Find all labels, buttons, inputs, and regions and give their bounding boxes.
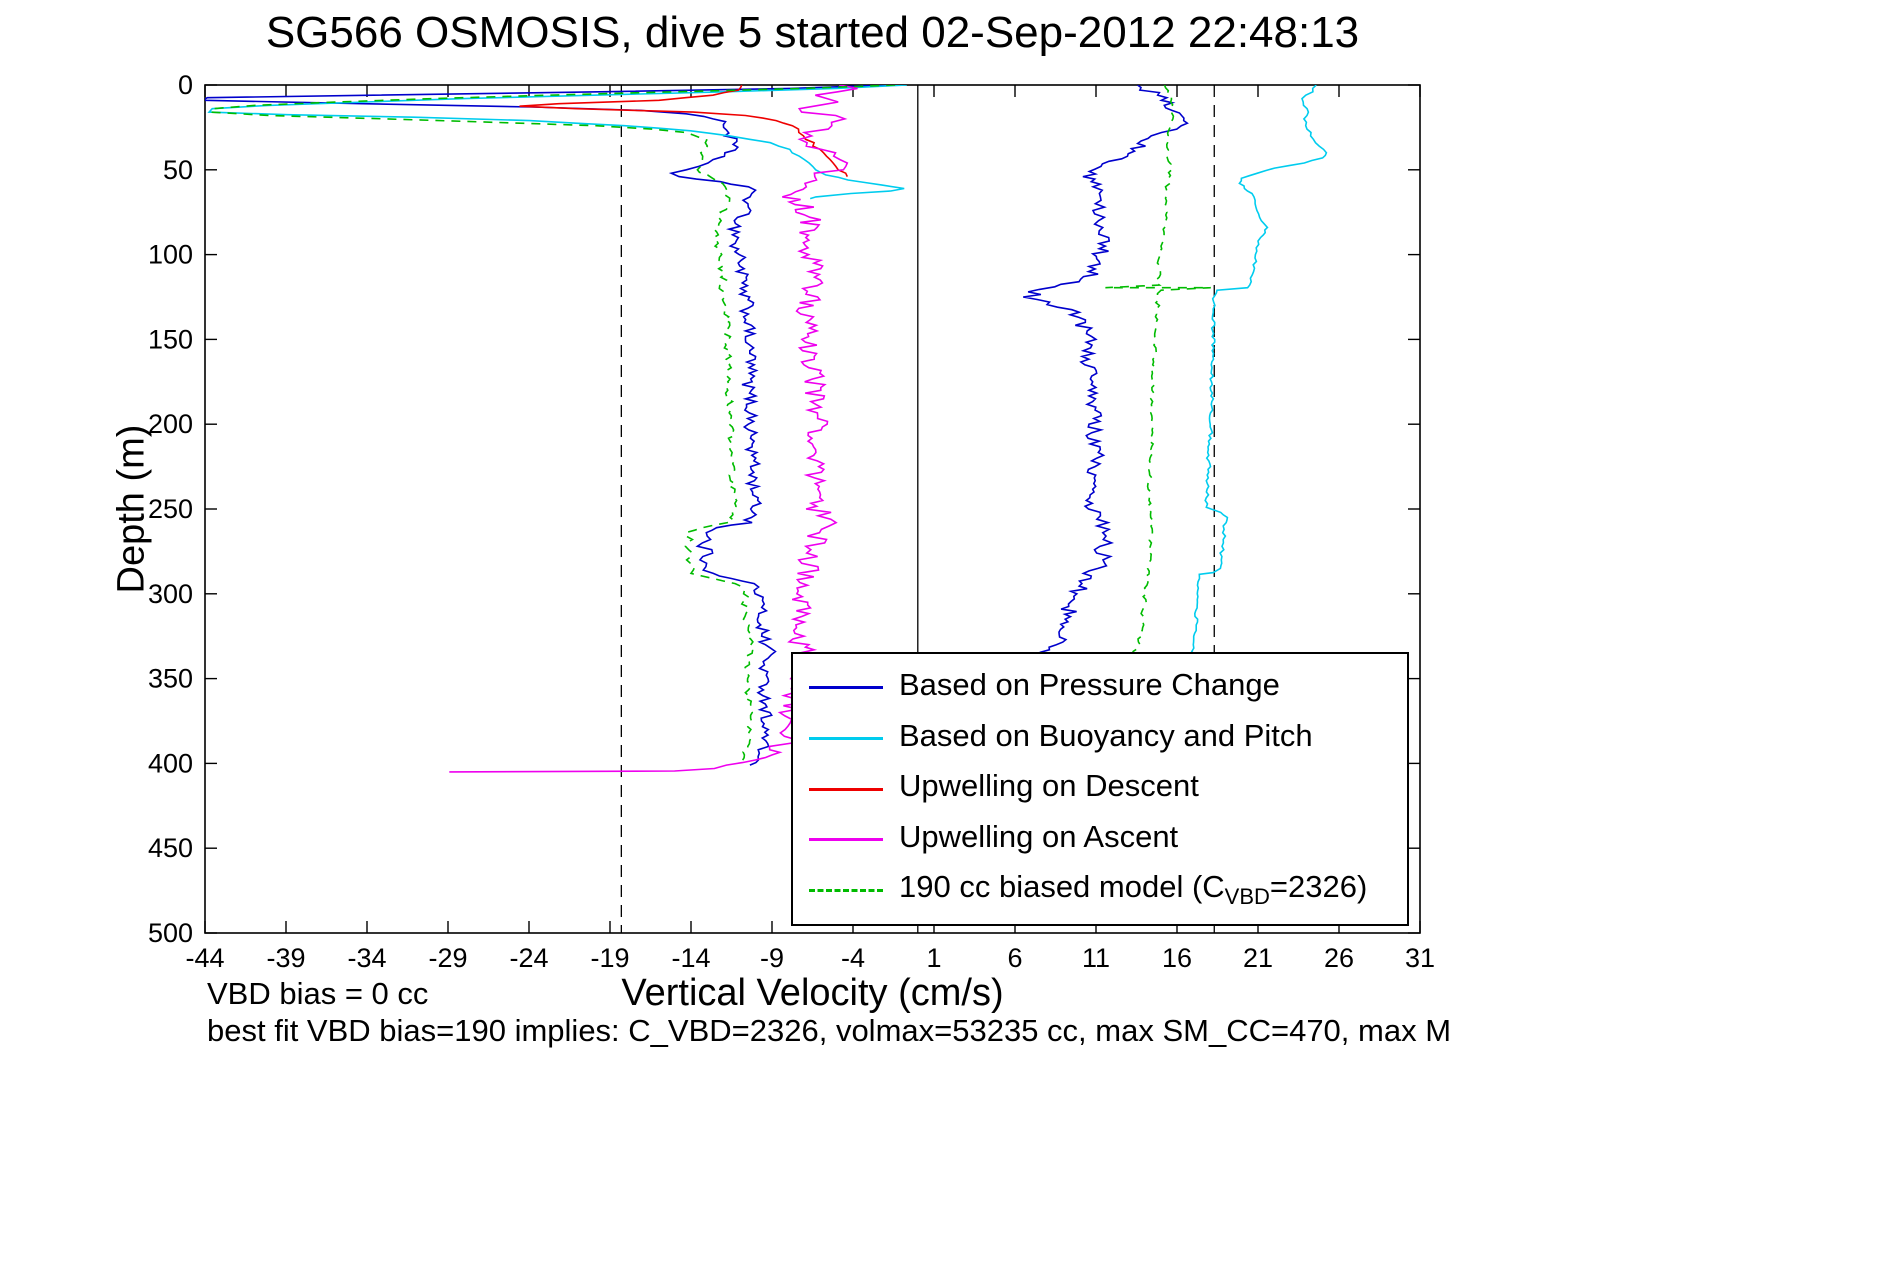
legend: Based on Pressure Change Based on Buoyan… (791, 652, 1409, 926)
y-tick-label: 0 (178, 70, 193, 100)
series-line-upwelling-on-ascent (449, 85, 858, 773)
x-tick-label: 26 (1324, 943, 1354, 973)
series-line-based-on-buoyancy-and-pitch-ascent- (1190, 85, 1328, 658)
y-tick-label: 200 (148, 409, 193, 439)
legend-line-swatch-biased-model (809, 888, 883, 892)
legend-item-upwelling-ascent: Upwelling on Ascent (809, 819, 1399, 860)
y-tick-label: 100 (148, 240, 193, 270)
y-tick-label: 350 (148, 664, 193, 694)
y-tick-label: 50 (163, 155, 193, 185)
legend-item-upwelling-descent: Upwelling on Descent (809, 768, 1399, 809)
legend-line-swatch-upwelling-descent (809, 787, 883, 791)
x-tick-label: 16 (1162, 943, 1192, 973)
best-fit-note: best fit VBD bias=190 implies: C_VBD=232… (207, 1013, 1452, 1048)
x-tick-label: -19 (590, 943, 629, 973)
series-line-190-cc-biased-model-descent- (209, 85, 896, 764)
x-tick-label: -29 (428, 943, 467, 973)
series-line-190-cc-biased-model-ascent- (1105, 85, 1211, 658)
legend-item-pressure: Based on Pressure Change (809, 667, 1399, 708)
y-tick-label: 150 (148, 324, 193, 354)
x-axis-label: Vertical Velocity (cm/s) (621, 972, 1004, 1014)
x-tick-label: 31 (1405, 943, 1435, 973)
legend-item-biased-model: 190 cc biased model (CVBD=2326) (809, 869, 1399, 910)
x-tick-label: -24 (509, 943, 548, 973)
legend-item-label: 190 cc biased model (CVBD=2326) (899, 869, 1368, 910)
plot-title: SG566 OSMOSIS, dive 5 started 02-Sep-201… (265, 8, 1360, 57)
series-line-based-on-pressure-change-descent- (205, 85, 889, 766)
y-tick-label: 250 (148, 494, 193, 524)
x-tick-label: -34 (347, 943, 386, 973)
legend-item-label: Upwelling on Ascent (899, 818, 1179, 854)
legend-line-swatch-pressure (809, 686, 883, 690)
legend-line-swatch-upwelling-ascent (809, 838, 883, 842)
series-line-upwelling-on-descent (519, 85, 849, 177)
x-tick-label: -14 (671, 943, 710, 973)
y-tick-label: 400 (148, 748, 193, 778)
legend-item-label: Based on Buoyancy and Pitch (899, 717, 1313, 753)
x-tick-label: -44 (185, 943, 224, 973)
y-tick-label: 300 (148, 579, 193, 609)
legend-item-label: Based on Pressure Change (899, 667, 1280, 703)
x-tick-label: 11 (1082, 943, 1110, 973)
x-tick-label: 1 (926, 943, 941, 973)
y-tick-label: 450 (148, 833, 193, 863)
series-layer (205, 85, 1328, 773)
legend-line-swatch-buoyancy (809, 736, 883, 740)
x-tick-label: -9 (760, 943, 784, 973)
legend-item-buoyancy: Based on Buoyancy and Pitch (809, 718, 1399, 759)
x-tick-label: 6 (1007, 943, 1022, 973)
legend-item-label: Upwelling on Descent (899, 768, 1199, 804)
y-tick-label: 500 (148, 918, 193, 948)
vbd-bias-note: VBD bias = 0 cc (207, 976, 429, 1011)
x-tick-label: -39 (266, 943, 305, 973)
y-axis-label: Depth (m) (110, 424, 153, 594)
series-line-based-on-pressure-change-ascent- (1023, 85, 1189, 659)
x-tick-label: 21 (1243, 943, 1273, 973)
x-tick-label: -4 (841, 943, 865, 973)
